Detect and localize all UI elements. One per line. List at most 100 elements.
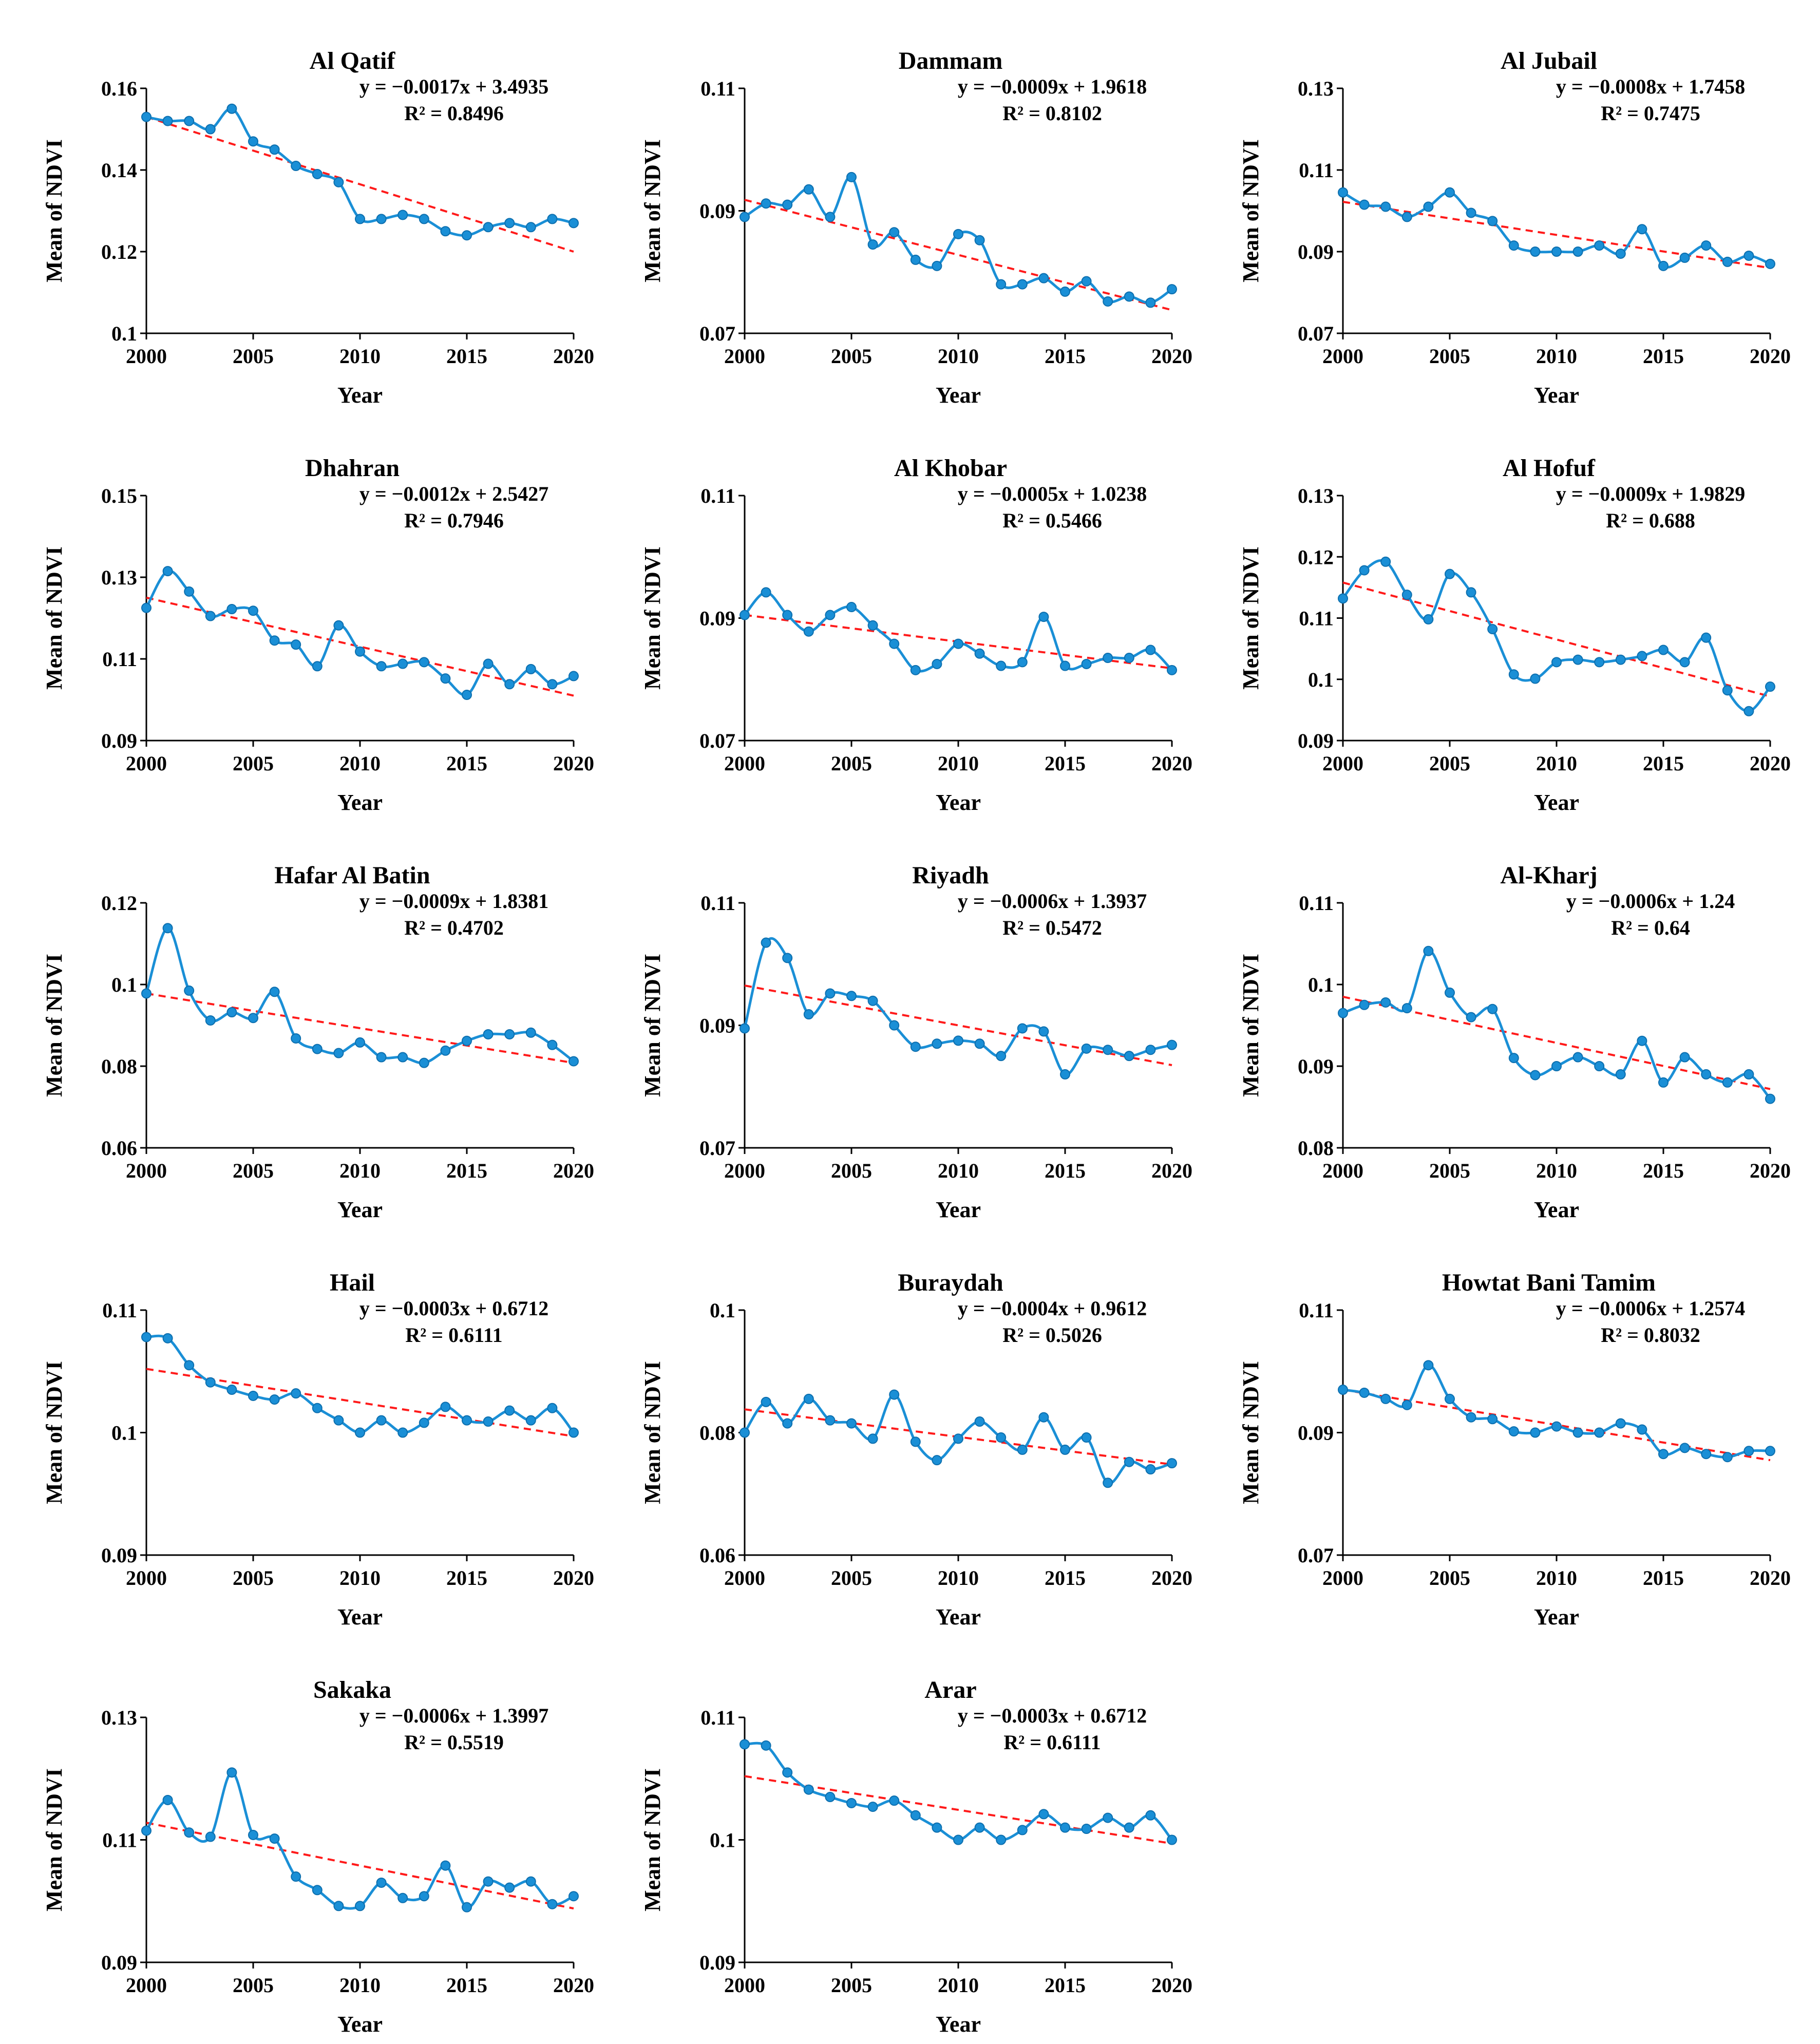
data-point-2012 [996,1051,1007,1062]
x-tick-label: 2015 [446,1974,487,1997]
data-point-2008 [1508,240,1519,251]
data-point-2019 [1145,1045,1156,1055]
x-tick-label: 2010 [339,345,381,368]
trend-equation: y = −0.0003x + 0.6712 [958,1704,1147,1727]
chart-title: Hail [330,1269,375,1296]
x-tick-label: 2015 [1643,1566,1684,1589]
x-tick-label: 2000 [1322,1566,1363,1589]
data-point-2004 [1423,201,1434,212]
data-point-2001 [162,1794,173,1805]
r-squared-label: R² = 0.6111 [405,1323,502,1347]
y-axis-label: Mean of NDVI [640,1768,665,1911]
data-point-2007 [291,1871,301,1882]
data-point-2008 [910,1810,921,1821]
data-point-2016 [1081,1432,1092,1443]
data-point-2009 [333,1048,344,1058]
data-point-2017 [504,679,515,690]
r-squared-label: R² = 0.5519 [404,1731,504,1754]
y-tick-label: 0.08 [699,1422,735,1445]
y-tick-label: 0.1 [111,1422,137,1445]
data-point-2016 [483,658,494,669]
data-point-2003 [803,1784,814,1795]
x-tick-label: 2020 [553,345,594,368]
y-axis-label: Mean of NDVI [1238,546,1263,690]
y-tick-label: 0.11 [1299,892,1334,915]
data-point-2004 [226,1007,237,1018]
data-point-2004 [825,610,836,620]
x-tick-label: 2000 [724,1974,765,1997]
x-tick-label: 2010 [1536,1566,1577,1589]
data-point-2002 [1380,997,1391,1008]
y-tick-label: 0.1 [710,1829,735,1852]
data-point-2019 [1743,1069,1754,1080]
data-point-2007 [889,1795,900,1806]
x-tick-label: 2005 [233,1974,274,1997]
data-point-2000 [740,610,750,620]
y-tick-label: 0.08 [1298,1137,1334,1160]
data-point-2009 [932,658,942,669]
y-tick-label: 0.11 [700,484,735,507]
data-point-2008 [312,1403,323,1413]
data-point-2017 [504,1882,515,1893]
x-tick-label: 2020 [1750,752,1791,775]
data-point-2002 [782,953,793,963]
data-point-2019 [547,1039,558,1050]
data-point-2004 [825,988,836,999]
x-tick-label: 2000 [1322,1159,1363,1182]
y-tick-label: 0.11 [1299,1299,1334,1322]
x-tick-label: 2010 [938,1159,979,1182]
r-squared-label: R² = 0.7946 [404,509,504,532]
data-point-2018 [525,1415,536,1426]
data-point-2007 [291,1033,301,1044]
data-point-2011 [376,661,387,672]
data-point-2020 [1167,665,1177,675]
data-point-2002 [184,586,195,597]
data-point-2013 [1615,1069,1626,1080]
data-point-2017 [1103,1045,1113,1055]
r-squared-label: R² = 0.4702 [404,916,504,939]
data-point-2014 [1637,224,1647,235]
data-point-2000 [740,1023,750,1034]
x-axis-label: Year [337,2012,383,2037]
data-point-2003 [205,1831,216,1842]
x-tick-label: 2010 [1536,1159,1577,1182]
data-point-2000 [1338,1385,1348,1395]
data-point-2005 [248,1390,258,1401]
data-point-2000 [740,212,750,222]
y-tick-label: 0.11 [700,892,735,915]
y-axis-label: Mean of NDVI [42,1768,67,1911]
data-point-2007 [291,161,301,172]
data-point-2012 [397,210,408,220]
data-point-2007 [1487,1004,1498,1014]
data-point-2008 [910,254,921,265]
data-point-2005 [1445,187,1455,198]
data-point-2010 [355,1901,365,1911]
trend-line [744,199,1172,311]
x-tick-label: 2000 [126,1159,167,1182]
data-point-2011 [974,235,985,245]
data-point-2016 [483,1416,494,1427]
data-point-2005 [248,136,258,147]
data-point-2016 [1679,1443,1690,1453]
data-point-2010 [953,638,963,649]
x-tick-label: 2005 [1429,345,1470,368]
r-squared-label: R² = 0.8032 [1601,1323,1700,1347]
data-point-2010 [1551,247,1562,257]
data-point-2016 [1081,1824,1092,1834]
data-point-2017 [1103,1478,1113,1488]
data-point-2008 [910,1042,921,1052]
data-point-2012 [1594,657,1605,668]
data-point-2018 [1124,653,1134,664]
data-point-2013 [1017,657,1028,668]
data-point-2013 [1017,1444,1028,1455]
x-axis-label: Year [1534,383,1579,408]
data-point-2020 [568,218,579,229]
x-tick-label: 2010 [938,1974,979,1997]
data-point-2006 [867,995,878,1006]
x-tick-label: 2020 [1750,1159,1791,1182]
y-tick-label: 0.11 [1299,159,1334,182]
data-point-2010 [1551,657,1562,668]
y-tick-label: 0.09 [699,1014,735,1037]
